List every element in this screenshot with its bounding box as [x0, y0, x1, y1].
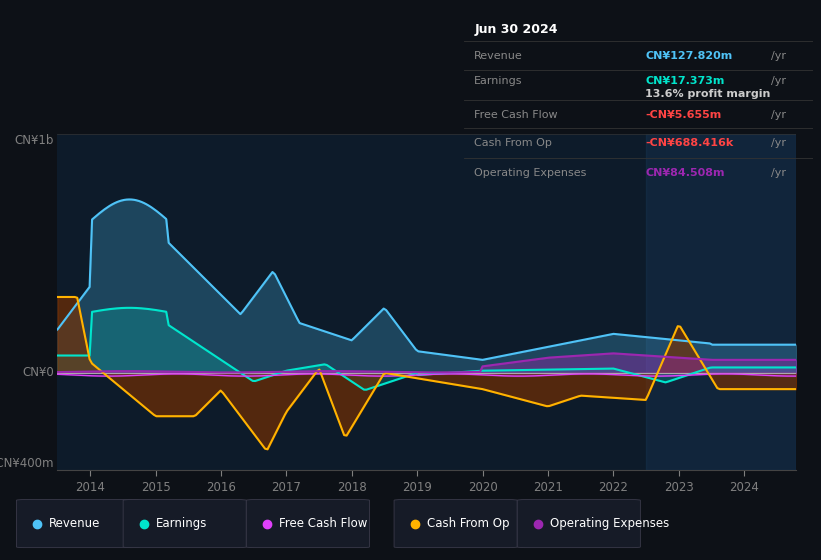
FancyBboxPatch shape — [123, 500, 246, 548]
Text: Revenue: Revenue — [49, 517, 101, 530]
Text: /yr: /yr — [771, 168, 786, 178]
Text: -CN¥5.655m: -CN¥5.655m — [645, 110, 722, 120]
Text: /yr: /yr — [771, 76, 786, 86]
Text: Earnings: Earnings — [475, 76, 523, 86]
Text: Operating Expenses: Operating Expenses — [475, 168, 587, 178]
Text: Revenue: Revenue — [475, 50, 523, 60]
Text: Cash From Op: Cash From Op — [475, 138, 553, 148]
FancyBboxPatch shape — [16, 500, 140, 548]
Text: /yr: /yr — [771, 50, 786, 60]
Text: Earnings: Earnings — [156, 517, 208, 530]
FancyBboxPatch shape — [517, 500, 640, 548]
FancyBboxPatch shape — [394, 500, 517, 548]
Text: /yr: /yr — [771, 110, 786, 120]
Text: Operating Expenses: Operating Expenses — [550, 517, 669, 530]
Text: CN¥0: CN¥0 — [22, 366, 54, 379]
Text: -CN¥688.416k: -CN¥688.416k — [645, 138, 733, 148]
FancyBboxPatch shape — [246, 500, 369, 548]
Text: CN¥1b: CN¥1b — [15, 134, 54, 147]
Text: -CN¥400m: -CN¥400m — [0, 458, 54, 470]
Bar — [646, 134, 796, 470]
Text: 13.6% profit margin: 13.6% profit margin — [645, 90, 771, 100]
Text: Free Cash Flow: Free Cash Flow — [279, 517, 368, 530]
Text: CN¥17.373m: CN¥17.373m — [645, 76, 725, 86]
Text: Free Cash Flow: Free Cash Flow — [475, 110, 558, 120]
Text: /yr: /yr — [771, 138, 786, 148]
Text: Cash From Op: Cash From Op — [427, 517, 509, 530]
Text: CN¥84.508m: CN¥84.508m — [645, 168, 725, 178]
Text: Jun 30 2024: Jun 30 2024 — [475, 22, 557, 36]
Text: CN¥127.820m: CN¥127.820m — [645, 50, 732, 60]
